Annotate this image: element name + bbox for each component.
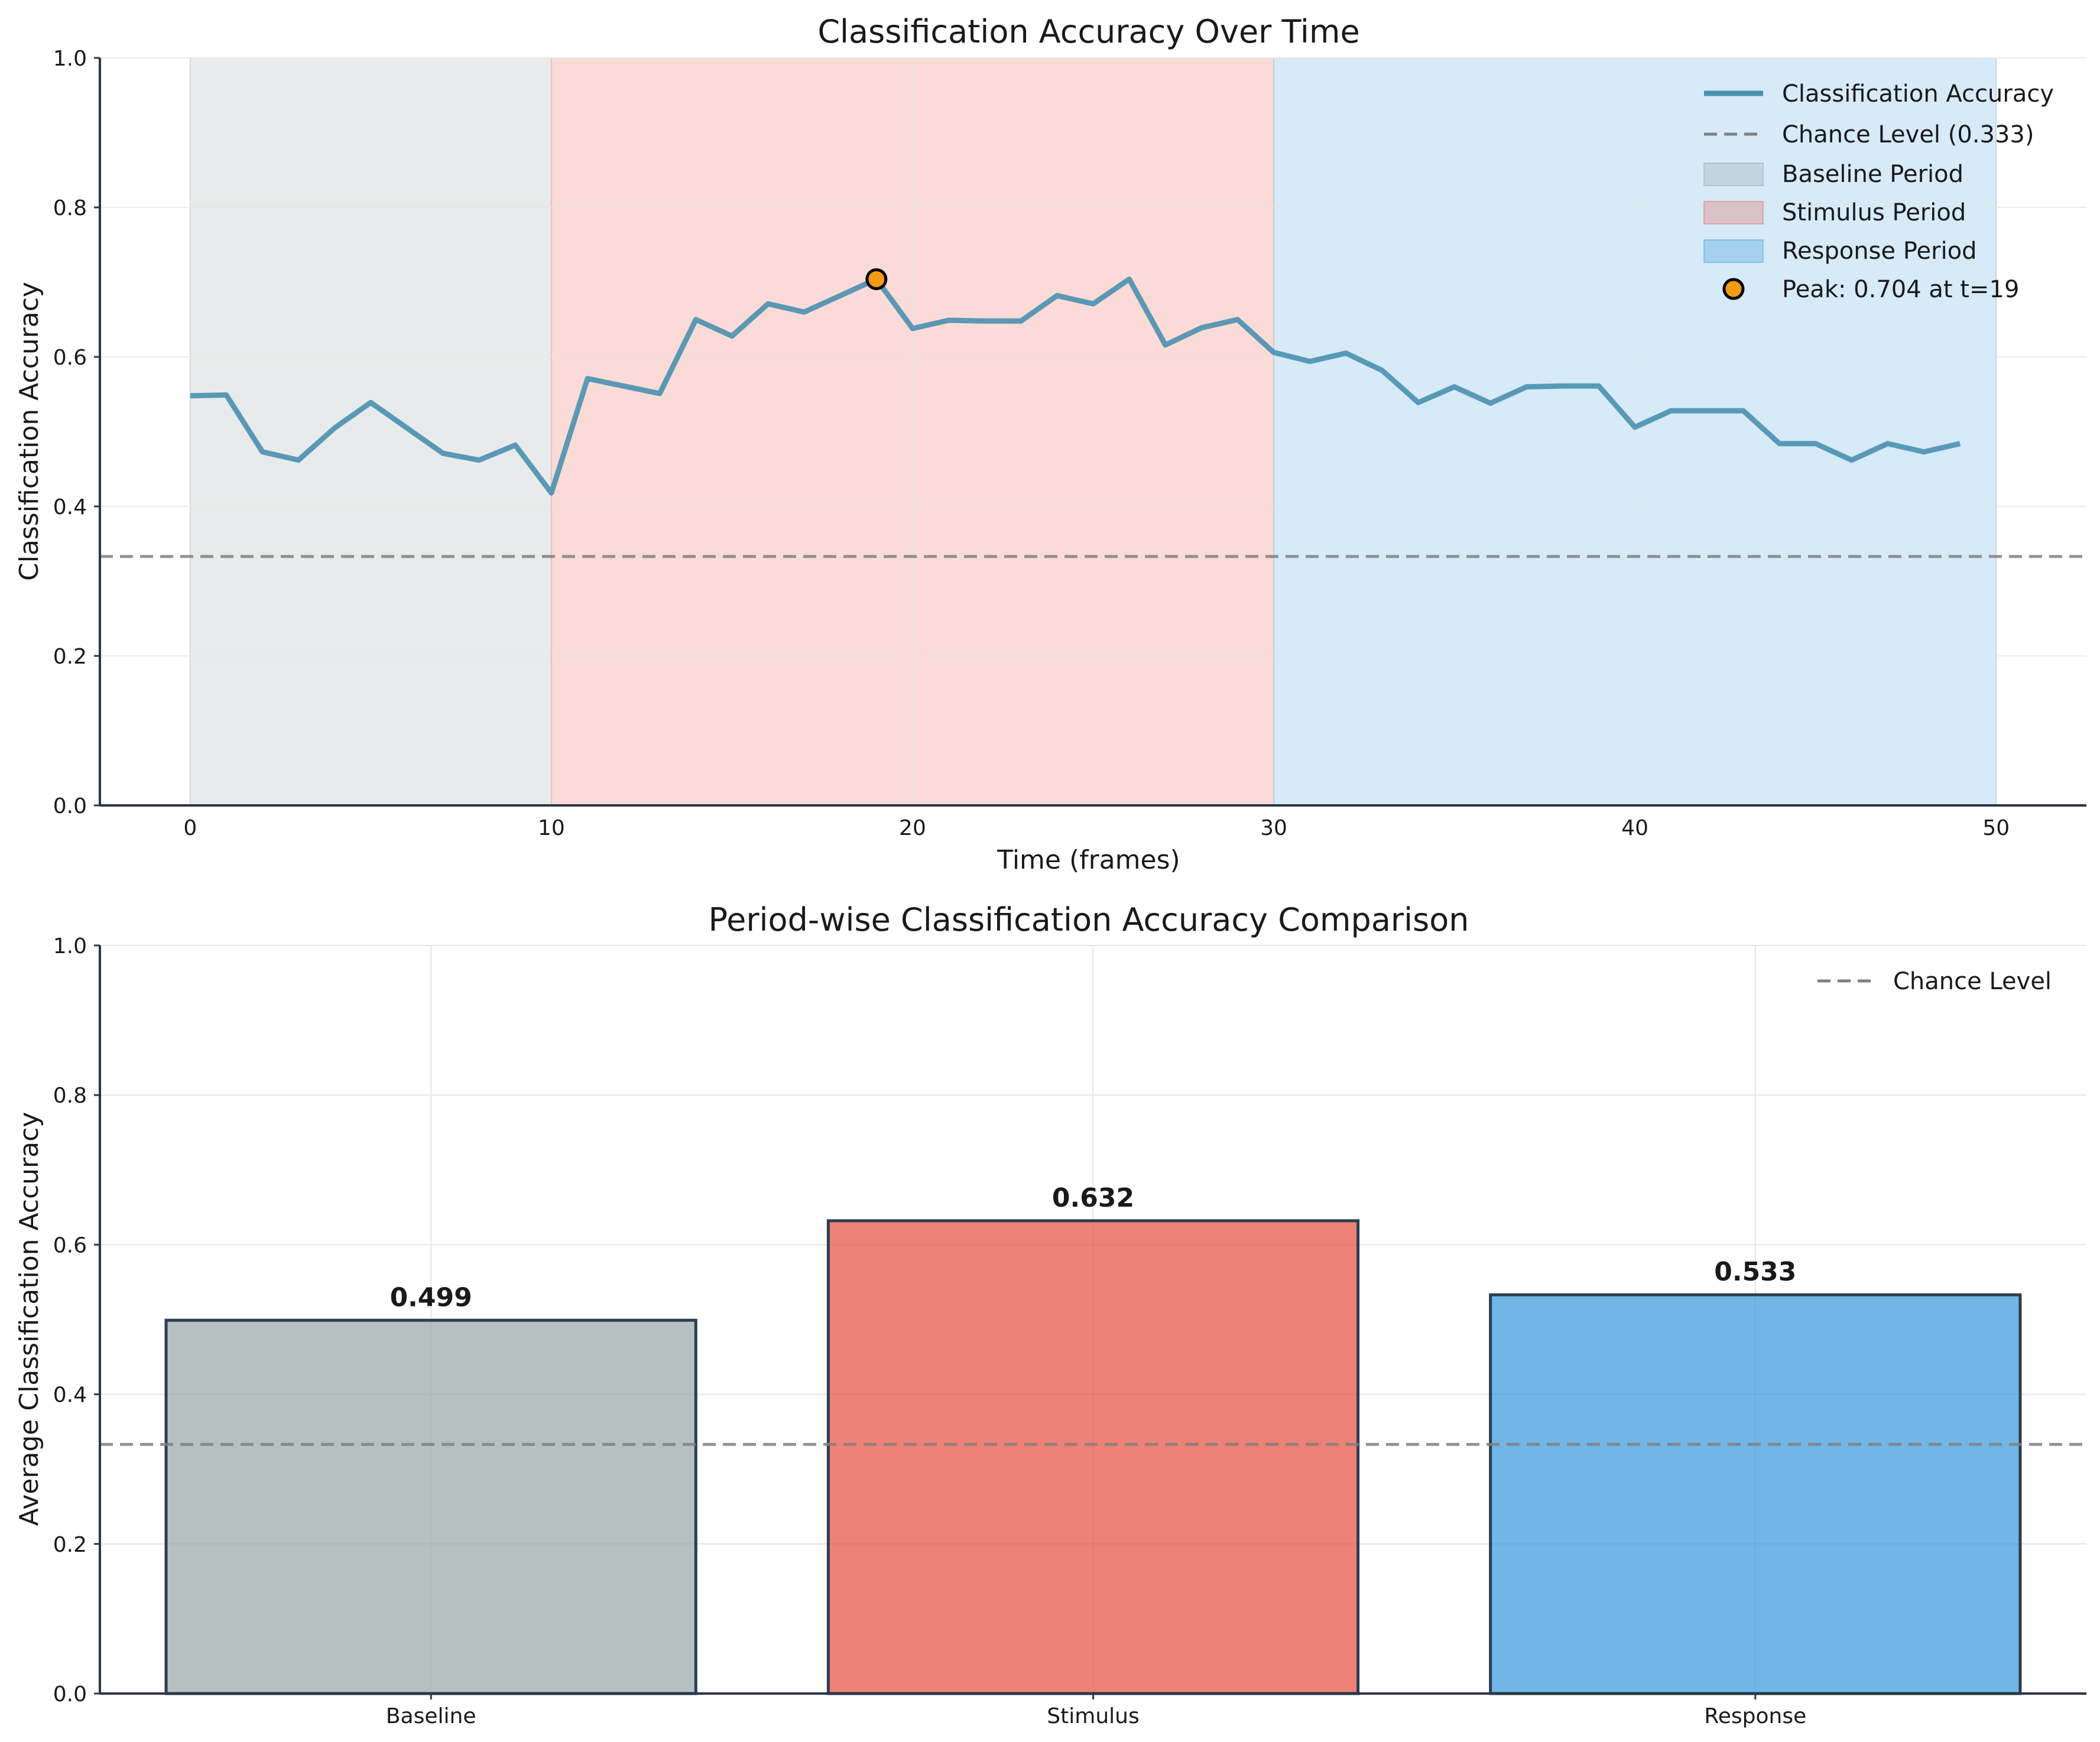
line-chart-legend: Classification Accuracy Chance Level (0.… [1703,80,2054,303]
y-tick-label: 0.4 [53,1383,87,1408]
y-tick-label: 0.2 [53,645,87,669]
bar-stimulus [826,1219,1360,1695]
y-tick-label: 0.4 [53,495,87,519]
line-chart-y-label: Classification Accuracy [14,282,44,581]
accuracy-series-line [190,276,1961,496]
bar-chart-y-label: Average Classification Accuracy [14,1112,44,1526]
bar-value-label: 0.632 [1052,1183,1134,1213]
line-chart-title: Classification Accuracy Over Time [817,13,1359,50]
period-band-baseline [190,58,551,805]
legend-label-baseline: Baseline Period [1782,161,1963,188]
bar-response [1489,1293,2022,1695]
legend-swatch-stimulus [1703,201,1764,225]
bar-chart-title: Period-wise Classification Accuracy Comp… [708,901,1469,938]
bar-value-label: 0.533 [1714,1257,1796,1287]
bar-chart-bars: 0.499 0.632 0.533 [164,1183,2022,1695]
bar-chart-x-ticks: Baseline Stimulus Response [386,1694,1806,1728]
x-tick-label: 40 [1621,816,1648,840]
x-tick-label: Stimulus [1047,1704,1139,1728]
bar-chart: Period-wise Classification Accuracy Comp… [14,901,2086,1728]
bar-chart-legend: Chance Level [1817,968,2052,995]
x-tick-label: Response [1704,1704,1806,1728]
y-tick-label: 0.6 [53,1233,87,1257]
y-tick-label: 0.8 [53,196,87,220]
line-chart: Classification Accuracy Over Time 0 10 20 3… [14,13,2086,875]
legend-swatch-baseline [1703,162,1764,186]
x-tick-label: 10 [538,816,565,840]
legend-label-response: Response Period [1782,238,1977,265]
legend-label-stimulus: Stimulus Period [1782,199,1966,226]
legend-swatch-response [1703,239,1764,263]
legend-label-peak: Peak: 0.704 at t=19 [1782,276,2019,303]
x-tick-label: 20 [899,816,926,840]
bar-legend-label-chance: Chance Level [1893,968,2052,995]
peak-marker [865,268,888,290]
y-tick-label: 1.0 [53,934,87,958]
y-tick-label: 0.8 [53,1084,87,1108]
legend-label-accuracy: Classification Accuracy [1782,80,2054,108]
x-tick-label: 0 [183,816,197,840]
y-tick-label: 0.2 [53,1533,87,1557]
bar-baseline [164,1318,697,1695]
y-tick-label: 0.0 [53,1682,87,1707]
x-tick-label: 30 [1260,816,1287,840]
bar-chart-y-ticks: 0.0 0.2 0.4 0.6 0.8 1.0 [53,934,100,1707]
y-tick-label: 0.6 [53,346,87,370]
line-chart-x-ticks: 0 10 20 30 40 50 [183,816,2010,840]
line-chart-y-ticks: 0.0 0.2 0.4 0.6 0.8 1.0 [53,47,100,818]
bar-value-label: 0.499 [390,1282,472,1312]
y-tick-label: 1.0 [53,47,87,71]
line-chart-x-label: Time (frames) [997,845,1180,875]
legend-swatch-peak [1722,278,1745,300]
x-tick-label: 50 [1982,816,2010,840]
legend-label-chance: Chance Level (0.333) [1782,121,2034,148]
y-tick-label: 0.0 [53,794,87,818]
x-tick-label: Baseline [386,1704,476,1728]
